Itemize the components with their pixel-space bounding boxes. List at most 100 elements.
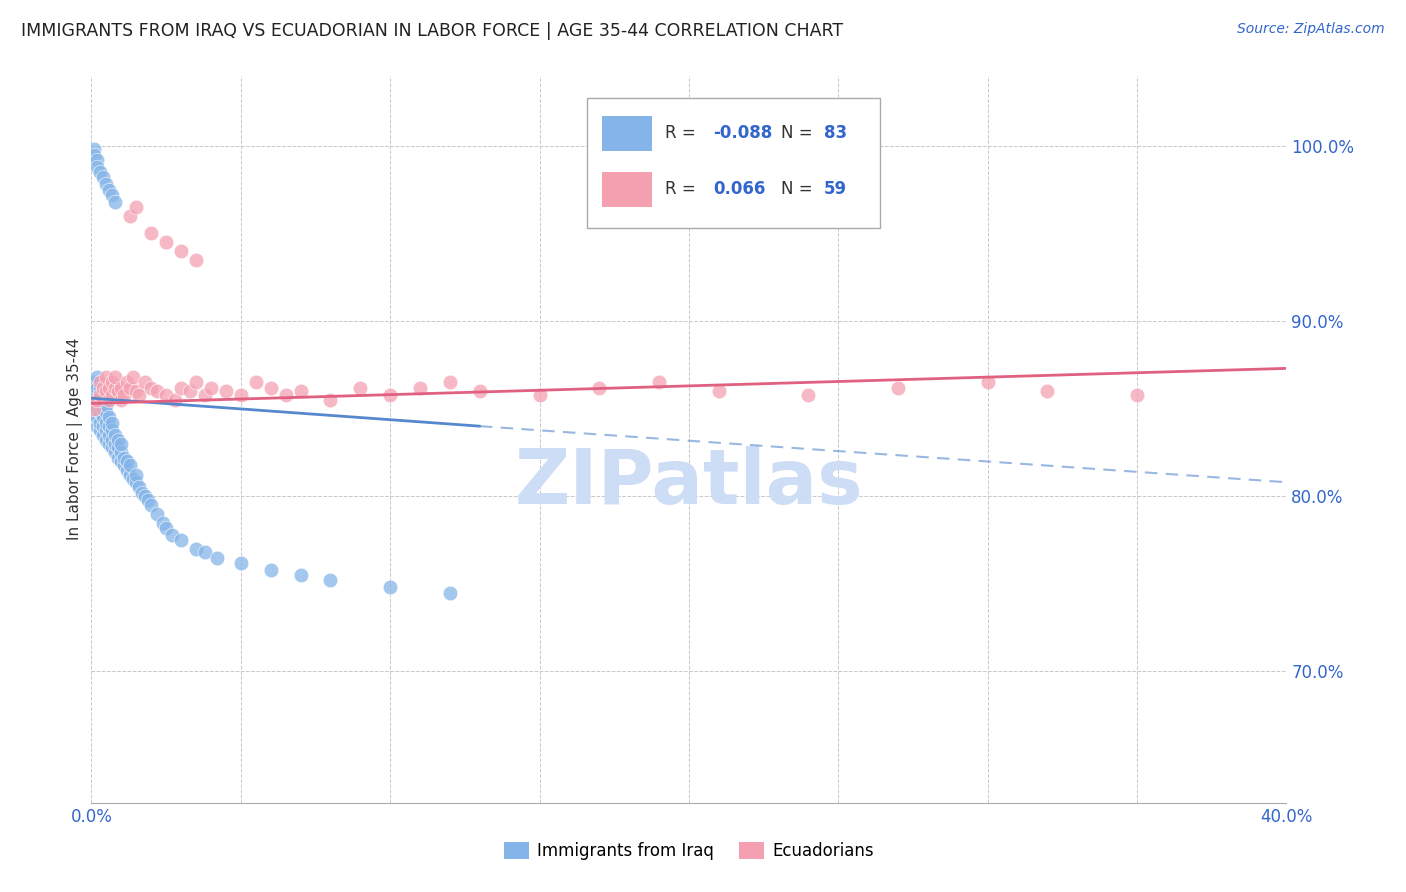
Point xyxy=(98,428,121,442)
Point xyxy=(101,376,124,390)
Point xyxy=(89,387,111,401)
Point xyxy=(86,387,108,401)
Point xyxy=(163,392,186,407)
Point xyxy=(101,423,124,437)
Point xyxy=(215,384,238,398)
Point xyxy=(89,387,111,401)
Point xyxy=(93,381,115,395)
Point xyxy=(120,458,142,472)
Point xyxy=(122,472,145,486)
FancyBboxPatch shape xyxy=(602,116,652,151)
Point xyxy=(115,376,138,390)
Point xyxy=(136,492,159,507)
Point xyxy=(141,381,163,395)
Point xyxy=(170,381,193,395)
Point xyxy=(96,370,118,384)
Point xyxy=(98,419,121,434)
FancyBboxPatch shape xyxy=(588,97,880,228)
Point xyxy=(89,381,111,395)
Point xyxy=(200,381,222,395)
Point xyxy=(128,481,150,495)
Point xyxy=(179,384,201,398)
FancyBboxPatch shape xyxy=(602,172,652,207)
Point xyxy=(120,468,142,483)
Point xyxy=(93,419,115,434)
Point xyxy=(93,392,115,407)
Point xyxy=(107,384,129,398)
Text: 83: 83 xyxy=(824,123,846,142)
Point xyxy=(115,454,138,468)
Point xyxy=(101,387,124,401)
Point xyxy=(290,384,312,398)
Point xyxy=(83,401,105,416)
Point xyxy=(120,381,142,395)
Point xyxy=(86,401,108,416)
Text: -0.088: -0.088 xyxy=(713,123,772,142)
Point xyxy=(588,381,610,395)
Point xyxy=(112,387,135,401)
Point xyxy=(98,183,121,197)
Point xyxy=(648,376,671,390)
Point xyxy=(101,433,124,447)
Point xyxy=(104,370,127,384)
Point xyxy=(229,556,252,570)
Point xyxy=(107,440,129,454)
Point xyxy=(96,398,118,412)
Point xyxy=(104,381,127,395)
Point xyxy=(141,498,163,512)
Point xyxy=(125,200,148,214)
Point xyxy=(194,387,217,401)
Point xyxy=(86,370,108,384)
Point xyxy=(125,468,148,483)
Point xyxy=(104,436,127,450)
Point xyxy=(83,381,105,395)
Point xyxy=(98,392,121,407)
Point xyxy=(98,381,121,395)
Point xyxy=(98,436,121,450)
Point xyxy=(93,170,115,185)
Point xyxy=(110,454,132,468)
Point xyxy=(152,516,174,530)
Point xyxy=(110,381,132,395)
Point xyxy=(125,384,148,398)
Point xyxy=(229,387,252,401)
Point xyxy=(86,381,108,395)
Y-axis label: In Labor Force | Age 35-44: In Labor Force | Age 35-44 xyxy=(67,338,83,541)
Point xyxy=(1126,387,1149,401)
Point xyxy=(101,188,124,202)
Point xyxy=(120,209,142,223)
Point xyxy=(89,416,111,430)
Point xyxy=(141,227,163,241)
Point xyxy=(184,541,207,556)
Point xyxy=(83,387,105,401)
Point xyxy=(89,165,111,179)
Point xyxy=(89,405,111,419)
Point xyxy=(86,392,108,407)
Point xyxy=(319,574,342,588)
Point xyxy=(93,410,115,425)
Point xyxy=(83,142,105,156)
Point xyxy=(194,545,217,559)
Point xyxy=(205,550,228,565)
Point xyxy=(104,428,127,442)
Point xyxy=(112,450,135,465)
Point xyxy=(107,433,129,447)
Point xyxy=(380,580,402,594)
Point xyxy=(274,387,297,401)
Point xyxy=(96,405,118,419)
Point xyxy=(104,445,127,459)
Point xyxy=(259,381,281,395)
Point xyxy=(155,521,177,535)
Point xyxy=(439,585,461,599)
Point xyxy=(83,376,105,390)
Point xyxy=(155,235,177,250)
Point xyxy=(89,376,111,390)
Point xyxy=(409,381,432,395)
Point xyxy=(976,376,998,390)
Text: R =: R = xyxy=(665,179,702,197)
Point xyxy=(184,376,207,390)
Point xyxy=(86,153,108,167)
Point xyxy=(83,147,105,161)
Point xyxy=(290,568,312,582)
Point xyxy=(86,392,108,407)
